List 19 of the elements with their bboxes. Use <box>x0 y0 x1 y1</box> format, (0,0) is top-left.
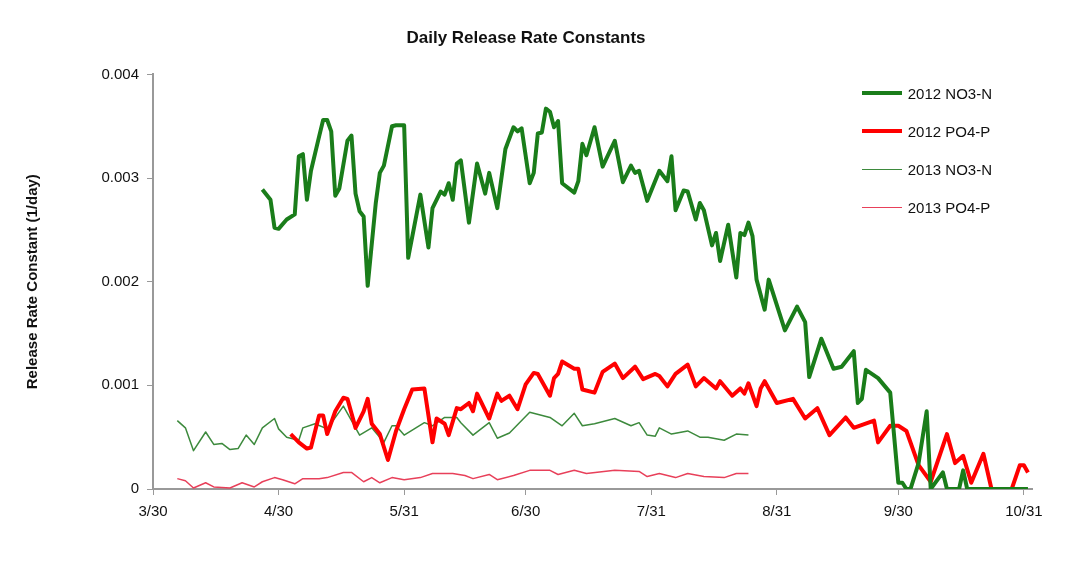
legend-label: 2013 PO4-P <box>907 198 991 216</box>
y-tick-label: 0.001 <box>101 375 139 393</box>
y-tick-label: 0.003 <box>101 168 139 186</box>
y-axis-title: Release Rate Constant (1/day) <box>23 174 41 390</box>
x-tick-label: 10/31 <box>1005 502 1043 520</box>
x-tick-label: 7/31 <box>636 502 666 520</box>
x-tick-label: 4/30 <box>263 502 294 520</box>
x-tick-label: 5/31 <box>389 502 419 520</box>
x-tick-label: 9/30 <box>883 502 913 520</box>
y-tick-label: 0 <box>130 479 139 497</box>
y-tick-label: 0.004 <box>101 64 139 82</box>
legend-label: 2012 NO3-N <box>907 84 992 102</box>
legend-label: 2012 PO4-P <box>907 122 991 140</box>
x-tick-label: 8/31 <box>762 502 792 520</box>
x-tick-label: 6/30 <box>511 502 541 520</box>
x-tick-label: 3/30 <box>138 502 168 520</box>
legend-label: 2013 NO3-N <box>907 160 992 178</box>
chart-title: Daily Release Rate Constants <box>406 27 646 47</box>
y-tick-label: 0.002 <box>101 271 139 289</box>
